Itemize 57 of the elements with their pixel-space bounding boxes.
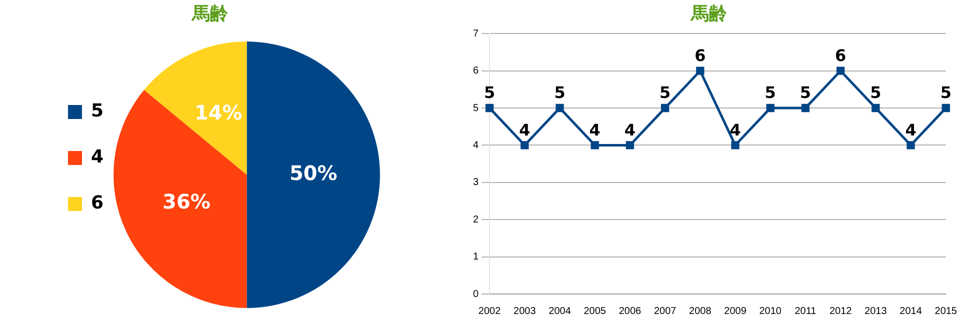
data-label: 6 (835, 46, 846, 65)
x-tick-label: 2012 (829, 306, 852, 317)
point (485, 104, 494, 112)
y-tick-label: 7 (473, 28, 479, 40)
point (836, 66, 845, 75)
y-tick-label: 6 (473, 66, 479, 77)
x-tick-label: 2004 (548, 306, 572, 317)
point (906, 141, 915, 150)
data-label: 5 (554, 83, 566, 102)
y-tick-label: 1 (473, 252, 479, 263)
x-tick-label: 2008 (689, 306, 712, 317)
point (942, 104, 950, 112)
legend-label: 4 (91, 146, 104, 168)
legend-label: 5 (91, 100, 104, 122)
x-tick-label: 2005 (584, 306, 606, 317)
point (556, 104, 564, 112)
point (766, 104, 774, 112)
point (660, 104, 670, 112)
point (696, 66, 704, 75)
point (801, 104, 810, 112)
point (590, 141, 599, 150)
x-tick-label: 2009 (724, 306, 747, 317)
point (520, 141, 529, 150)
data-label: 36% (162, 189, 210, 214)
y-tick-label: 2 (473, 214, 479, 226)
data-label: 4 (730, 120, 741, 140)
data-label: 4 (624, 120, 636, 140)
data-label: 50% (289, 161, 338, 186)
chart-title: 馬齢 (690, 3, 728, 24)
y-tick-label: 5 (473, 102, 479, 114)
data-label: 5 (870, 83, 882, 102)
legend-label: 6 (91, 192, 104, 214)
data-label: 5 (940, 83, 952, 102)
data-label: 4 (589, 120, 600, 140)
point (731, 141, 740, 150)
x-tick-label: 2002 (478, 306, 502, 317)
y-tick-label: 3 (473, 177, 479, 188)
x-tick-label: 2014 (900, 306, 922, 317)
x-tick-label: 2010 (759, 306, 782, 317)
data-label: 5 (659, 83, 671, 102)
x-tick-label: 2006 (618, 306, 642, 317)
x-tick-label: 2011 (794, 306, 817, 317)
point (626, 141, 634, 150)
x-tick-label: 2007 (654, 306, 677, 317)
y-tick-label: 0 (473, 288, 479, 300)
data-label: 6 (694, 46, 706, 65)
data-label: 5 (764, 83, 776, 102)
y-tick-label: 4 (473, 140, 479, 151)
x-tick-label: 2015 (934, 306, 958, 317)
point (872, 104, 880, 112)
data-label: 5 (800, 83, 812, 102)
data-label: 4 (905, 120, 916, 140)
x-tick-label: 2013 (864, 306, 888, 317)
chart-title: 馬齢 (191, 3, 229, 24)
data-label: 14% (194, 100, 242, 125)
x-tick-label: 2003 (514, 306, 536, 317)
data-label: 4 (519, 120, 530, 140)
